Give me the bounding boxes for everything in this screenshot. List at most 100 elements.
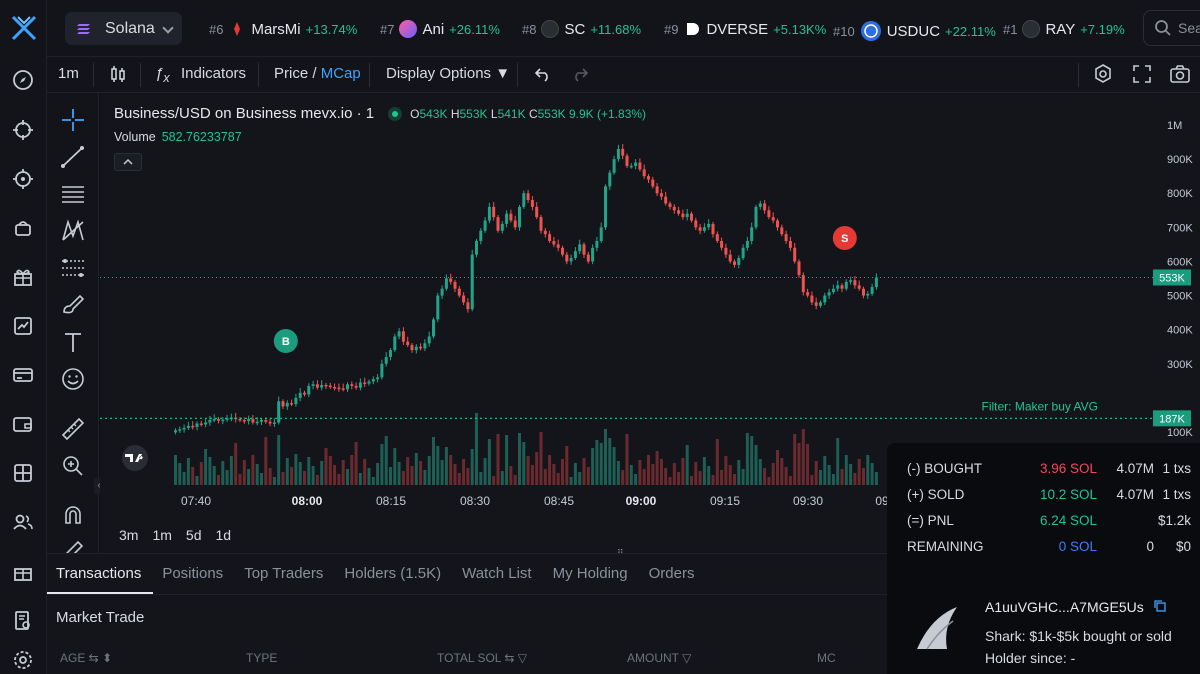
brush-icon[interactable] (60, 292, 86, 318)
pnl-count: 1 txs (1162, 487, 1191, 502)
volume-bar (264, 437, 268, 485)
volume-bar (208, 457, 212, 485)
volume-bar (733, 474, 736, 485)
trend-line-icon[interactable] (60, 144, 86, 170)
bottom-tabs: Transactions Positions Top Traders Holde… (47, 554, 887, 594)
timeframe-5d[interactable]: 5d (185, 527, 202, 543)
fullscreen-icon[interactable] (1131, 63, 1153, 85)
indicators-button[interactable]: Indicators (181, 65, 247, 82)
copy-icon[interactable] (1153, 600, 1166, 612)
fib-icon[interactable] (60, 255, 86, 281)
tab-orders[interactable]: Orders (648, 565, 695, 582)
candle-body (750, 227, 754, 241)
candle-body (260, 420, 263, 422)
gift-icon-2[interactable] (11, 560, 35, 584)
pnl-label: (=) PNL (907, 513, 954, 528)
y-tick-label: 800K (1167, 188, 1193, 200)
compass-icon[interactable] (11, 68, 35, 92)
candle-body (840, 285, 844, 289)
volume-bar (634, 474, 638, 485)
column-amount[interactable]: AMOUNT ▽ (627, 651, 692, 665)
display-options-button[interactable]: Display Options ▼ (386, 65, 511, 82)
grid-icon[interactable] (11, 461, 35, 485)
tab-watch-list[interactable]: Watch List (462, 565, 532, 582)
volume-bar (754, 445, 758, 485)
pnl-value: 0 SOL (1058, 539, 1097, 554)
timeframe-1m[interactable]: 1m (152, 527, 172, 543)
column-total-sol[interactable]: TOTAL SOL ⇆ ▽ (437, 651, 527, 665)
undo-icon[interactable] (534, 65, 552, 83)
wallet-icon[interactable] (11, 412, 35, 436)
text-tool-icon[interactable] (60, 329, 86, 355)
volume-bar (651, 464, 655, 485)
candle-body (599, 227, 603, 241)
tab-positions[interactable]: Positions (162, 565, 224, 582)
ticker-ani[interactable]: #7 Ani +26.11% (380, 20, 500, 38)
horizontal-lines-icon[interactable] (60, 181, 86, 207)
candle-body (268, 421, 272, 424)
document-search-icon[interactable] (11, 609, 35, 633)
gift-icon[interactable] (11, 265, 35, 289)
ruler-icon[interactable] (60, 416, 86, 442)
candle-body (788, 240, 792, 248)
chart-card-icon[interactable] (11, 314, 35, 338)
chart-canvas[interactable]: Filter: Maker buy AVG B S (100, 93, 1153, 517)
volume-bar (457, 473, 461, 485)
ticker-usduc[interactable]: #10 USDUC +22.11% (833, 20, 996, 42)
candle-body (290, 403, 294, 405)
ticker-ray[interactable]: #1 RAY +7.19% (1003, 20, 1125, 38)
volume-bar (823, 456, 827, 485)
column-age[interactable]: AGE ⇆ ⬍ (60, 651, 113, 665)
price-mcap-toggle[interactable]: Price / MCap (274, 65, 361, 82)
emoji-icon[interactable] (60, 366, 86, 392)
users-icon[interactable] (11, 510, 35, 534)
candle-body (849, 280, 853, 282)
candle-body (595, 240, 599, 248)
zoom-in-icon[interactable] (60, 453, 86, 479)
redo-icon[interactable] (571, 65, 589, 83)
collapse-legend-button[interactable] (114, 153, 142, 171)
candle-body (462, 295, 466, 303)
crosshair-tool-icon[interactable] (60, 107, 86, 133)
candle-body (591, 247, 595, 262)
volume-bar (797, 443, 801, 485)
candles-icon[interactable] (109, 64, 127, 84)
pnl-row-bought: (-) BOUGHT 3.96 SOL 4.07M 1 txs (907, 461, 1192, 481)
timeframe-3m[interactable]: 3m (119, 527, 139, 543)
crosshair-icon[interactable] (11, 118, 35, 142)
pattern-icon[interactable] (60, 218, 86, 244)
top-bar: Solana #6 MarsMi +13.74% #7 Ani +26.11% … (47, 0, 1200, 57)
y-tick-label: 700K (1167, 222, 1193, 234)
search-input[interactable]: Sear (1143, 10, 1200, 46)
candle-body (328, 385, 332, 388)
candle-body (285, 403, 289, 407)
interval-button[interactable]: 1m (58, 65, 79, 82)
timeframe-1d[interactable]: 1d (215, 527, 232, 543)
camera-icon[interactable] (1169, 63, 1191, 85)
collapse-tools-button[interactable]: ‹ (94, 478, 104, 494)
magnet-icon[interactable] (60, 503, 86, 529)
wallet-address[interactable]: A1uuVGHC...A7MGE5Us (985, 599, 1166, 615)
ticker-marsmi[interactable]: #6 MarsMi +13.74% (209, 20, 357, 38)
app-logo-icon[interactable] (10, 14, 38, 42)
ticker-sc[interactable]: #8 SC +11.68% (522, 20, 641, 38)
settings-icon[interactable] (1092, 63, 1114, 85)
candle-body (281, 401, 285, 407)
target-icon[interactable] (11, 167, 35, 191)
volume-bar (505, 435, 509, 485)
candle-body (191, 425, 195, 428)
tab-holders[interactable]: Holders (1.5K) (344, 565, 442, 582)
tab-transactions[interactable]: Transactions (47, 554, 154, 594)
candle-body (500, 223, 504, 231)
credit-card-icon[interactable] (11, 363, 35, 387)
tab-my-holding[interactable]: My Holding (552, 565, 628, 582)
volume-bar (672, 463, 676, 485)
candle-body (204, 422, 208, 425)
candle-body (874, 277, 878, 288)
candle-body (174, 430, 177, 433)
ticker-dverse[interactable]: #9 DVERSE +5.13K% (664, 20, 826, 38)
cup-icon[interactable] (11, 216, 35, 240)
settings-icon[interactable] (11, 648, 35, 672)
tab-top-traders[interactable]: Top Traders (244, 565, 324, 582)
chain-selector[interactable]: Solana (65, 12, 182, 45)
